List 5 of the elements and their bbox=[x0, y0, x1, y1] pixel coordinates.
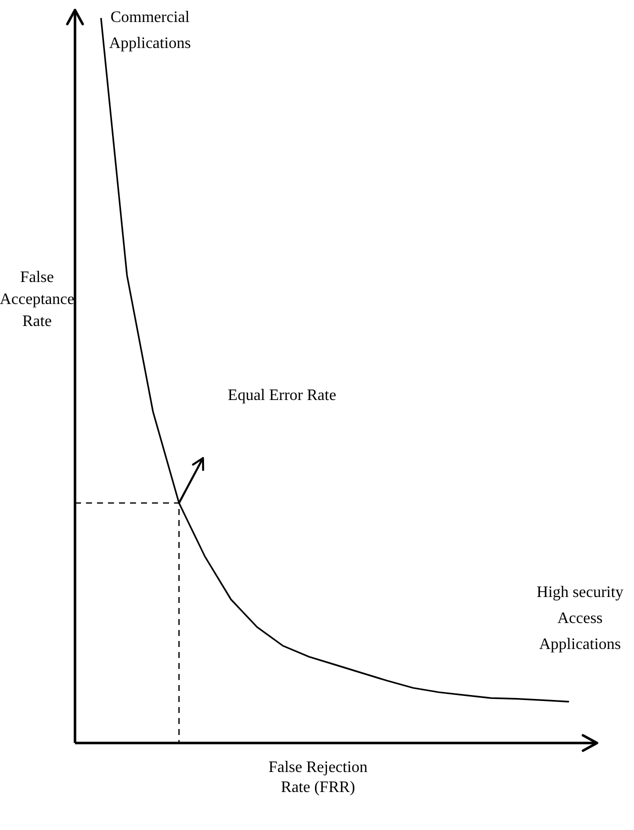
x-axis-title: False Rejection Rate (FRR) bbox=[268, 759, 368, 796]
annotation: Commercial Applications bbox=[109, 9, 191, 52]
y-axis-title: False Acceptance Rate bbox=[0, 269, 74, 330]
annotation: Equal Error Rate bbox=[228, 387, 336, 404]
annotation: High security Access Applications bbox=[536, 584, 624, 654]
